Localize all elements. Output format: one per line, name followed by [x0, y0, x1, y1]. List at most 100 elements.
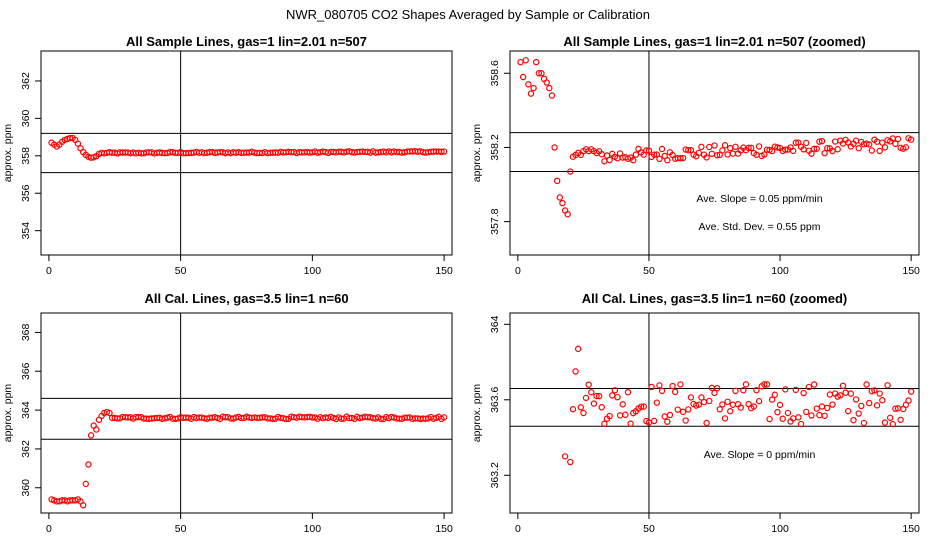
- chart-panel-1: All Sample Lines, gas=1 lin=2.01 n=507 0 5…: [2, 34, 453, 277]
- data-point: [742, 381, 750, 388]
- data-point: [776, 401, 784, 409]
- data-point: [674, 406, 681, 413]
- data-point: [858, 402, 865, 410]
- data-point: [559, 199, 566, 207]
- chart-annotation: Ave. Slope = 0.05 ppm/min: [696, 193, 822, 205]
- data-point: [729, 401, 737, 408]
- plot-frame: [509, 50, 920, 256]
- x-tick-label: 0: [46, 265, 52, 277]
- data-point: [894, 135, 902, 143]
- data-point: [574, 345, 582, 353]
- data-point: [695, 149, 702, 157]
- data-point: [879, 397, 886, 404]
- data-point: [816, 411, 823, 419]
- data-point: [593, 392, 600, 400]
- data-point: [813, 405, 820, 412]
- y-tick-label: 360: [20, 479, 32, 497]
- data-point: [666, 411, 674, 419]
- data-point: [865, 399, 873, 407]
- data-point: [682, 417, 689, 424]
- data-point: [66, 134, 74, 142]
- data-point: [784, 409, 792, 417]
- data-point: [897, 416, 904, 423]
- data-point: [87, 432, 95, 439]
- y-tick-label: 357.8: [489, 208, 501, 234]
- data-point: [572, 368, 579, 375]
- data-point: [837, 392, 844, 399]
- y-tick-label: 360: [20, 109, 32, 127]
- data-point: [656, 382, 663, 389]
- data-point: [863, 381, 870, 388]
- data-point: [831, 138, 839, 145]
- y-tick-label: 363.6: [489, 386, 501, 412]
- data-point: [687, 394, 695, 401]
- data-point: [664, 418, 671, 425]
- data-point: [821, 150, 828, 157]
- data-point: [792, 139, 799, 146]
- data-point: [517, 58, 524, 66]
- data-point: [580, 409, 587, 417]
- chart-title: All Sample Lines, gas=1 lin=2.01 n=507 (…: [563, 34, 865, 49]
- x-tick-label: 100: [304, 265, 322, 277]
- data-point: [598, 404, 605, 411]
- data-point: [585, 381, 592, 388]
- data-point: [810, 145, 818, 153]
- data-point: [716, 406, 723, 413]
- data-point: [640, 403, 647, 410]
- data-point: [800, 389, 807, 397]
- x-tick-label: 100: [771, 265, 789, 277]
- chart-title: All Cal. Lines, gas=3.5 lin=1 n=60: [144, 291, 348, 306]
- data-point: [727, 144, 734, 152]
- x-tick-label: 50: [643, 523, 655, 535]
- data-point: [818, 403, 826, 410]
- data-point: [719, 401, 726, 408]
- y-axis-label: approx. ppm: [471, 384, 483, 443]
- data-point: [669, 382, 676, 390]
- data-point: [881, 419, 889, 426]
- data-point: [863, 140, 870, 147]
- x-tick-label: 50: [643, 265, 655, 277]
- data-point: [533, 58, 540, 66]
- data-point: [774, 408, 781, 416]
- data-point: [892, 405, 899, 412]
- plot-frame: [40, 50, 453, 256]
- data-point: [590, 400, 598, 407]
- data-point: [611, 387, 619, 394]
- data-point: [582, 394, 590, 402]
- y-tick-label: 362: [20, 440, 32, 458]
- data-point: [884, 382, 891, 389]
- data-point: [606, 156, 613, 164]
- page-title: NWR_080705 CO2 Shapes Averaged by Sample…: [286, 7, 650, 22]
- data-point: [679, 154, 687, 162]
- data-point: [677, 381, 684, 388]
- data-point: [588, 389, 595, 396]
- data-point: [519, 73, 527, 81]
- data-point: [721, 415, 729, 422]
- data-point: [782, 146, 789, 153]
- data-point: [645, 147, 653, 154]
- data-point: [530, 84, 537, 92]
- data-point: [816, 138, 823, 145]
- data-point: [889, 420, 896, 428]
- data-point: [740, 387, 747, 394]
- data-point: [698, 143, 705, 151]
- data-point: [829, 401, 836, 408]
- data-point: [338, 415, 345, 422]
- data-point: [902, 144, 910, 151]
- data-point: [543, 79, 550, 86]
- data-point: [881, 144, 889, 151]
- data-point: [440, 148, 448, 155]
- data-point: [85, 461, 92, 468]
- x-tick-label: 0: [515, 265, 521, 277]
- chart-annotation: Ave. Std. Dev. = 0.55 ppm: [699, 221, 821, 233]
- data-point: [377, 415, 385, 423]
- data-point: [595, 392, 603, 400]
- data-point: [82, 480, 89, 488]
- data-point: [829, 147, 836, 155]
- x-tick-label: 150: [902, 523, 920, 535]
- chart-annotation: Ave. Slope = 0 ppm/min: [704, 449, 816, 461]
- data-point: [601, 158, 608, 165]
- data-point: [803, 139, 810, 147]
- data-point: [907, 388, 915, 395]
